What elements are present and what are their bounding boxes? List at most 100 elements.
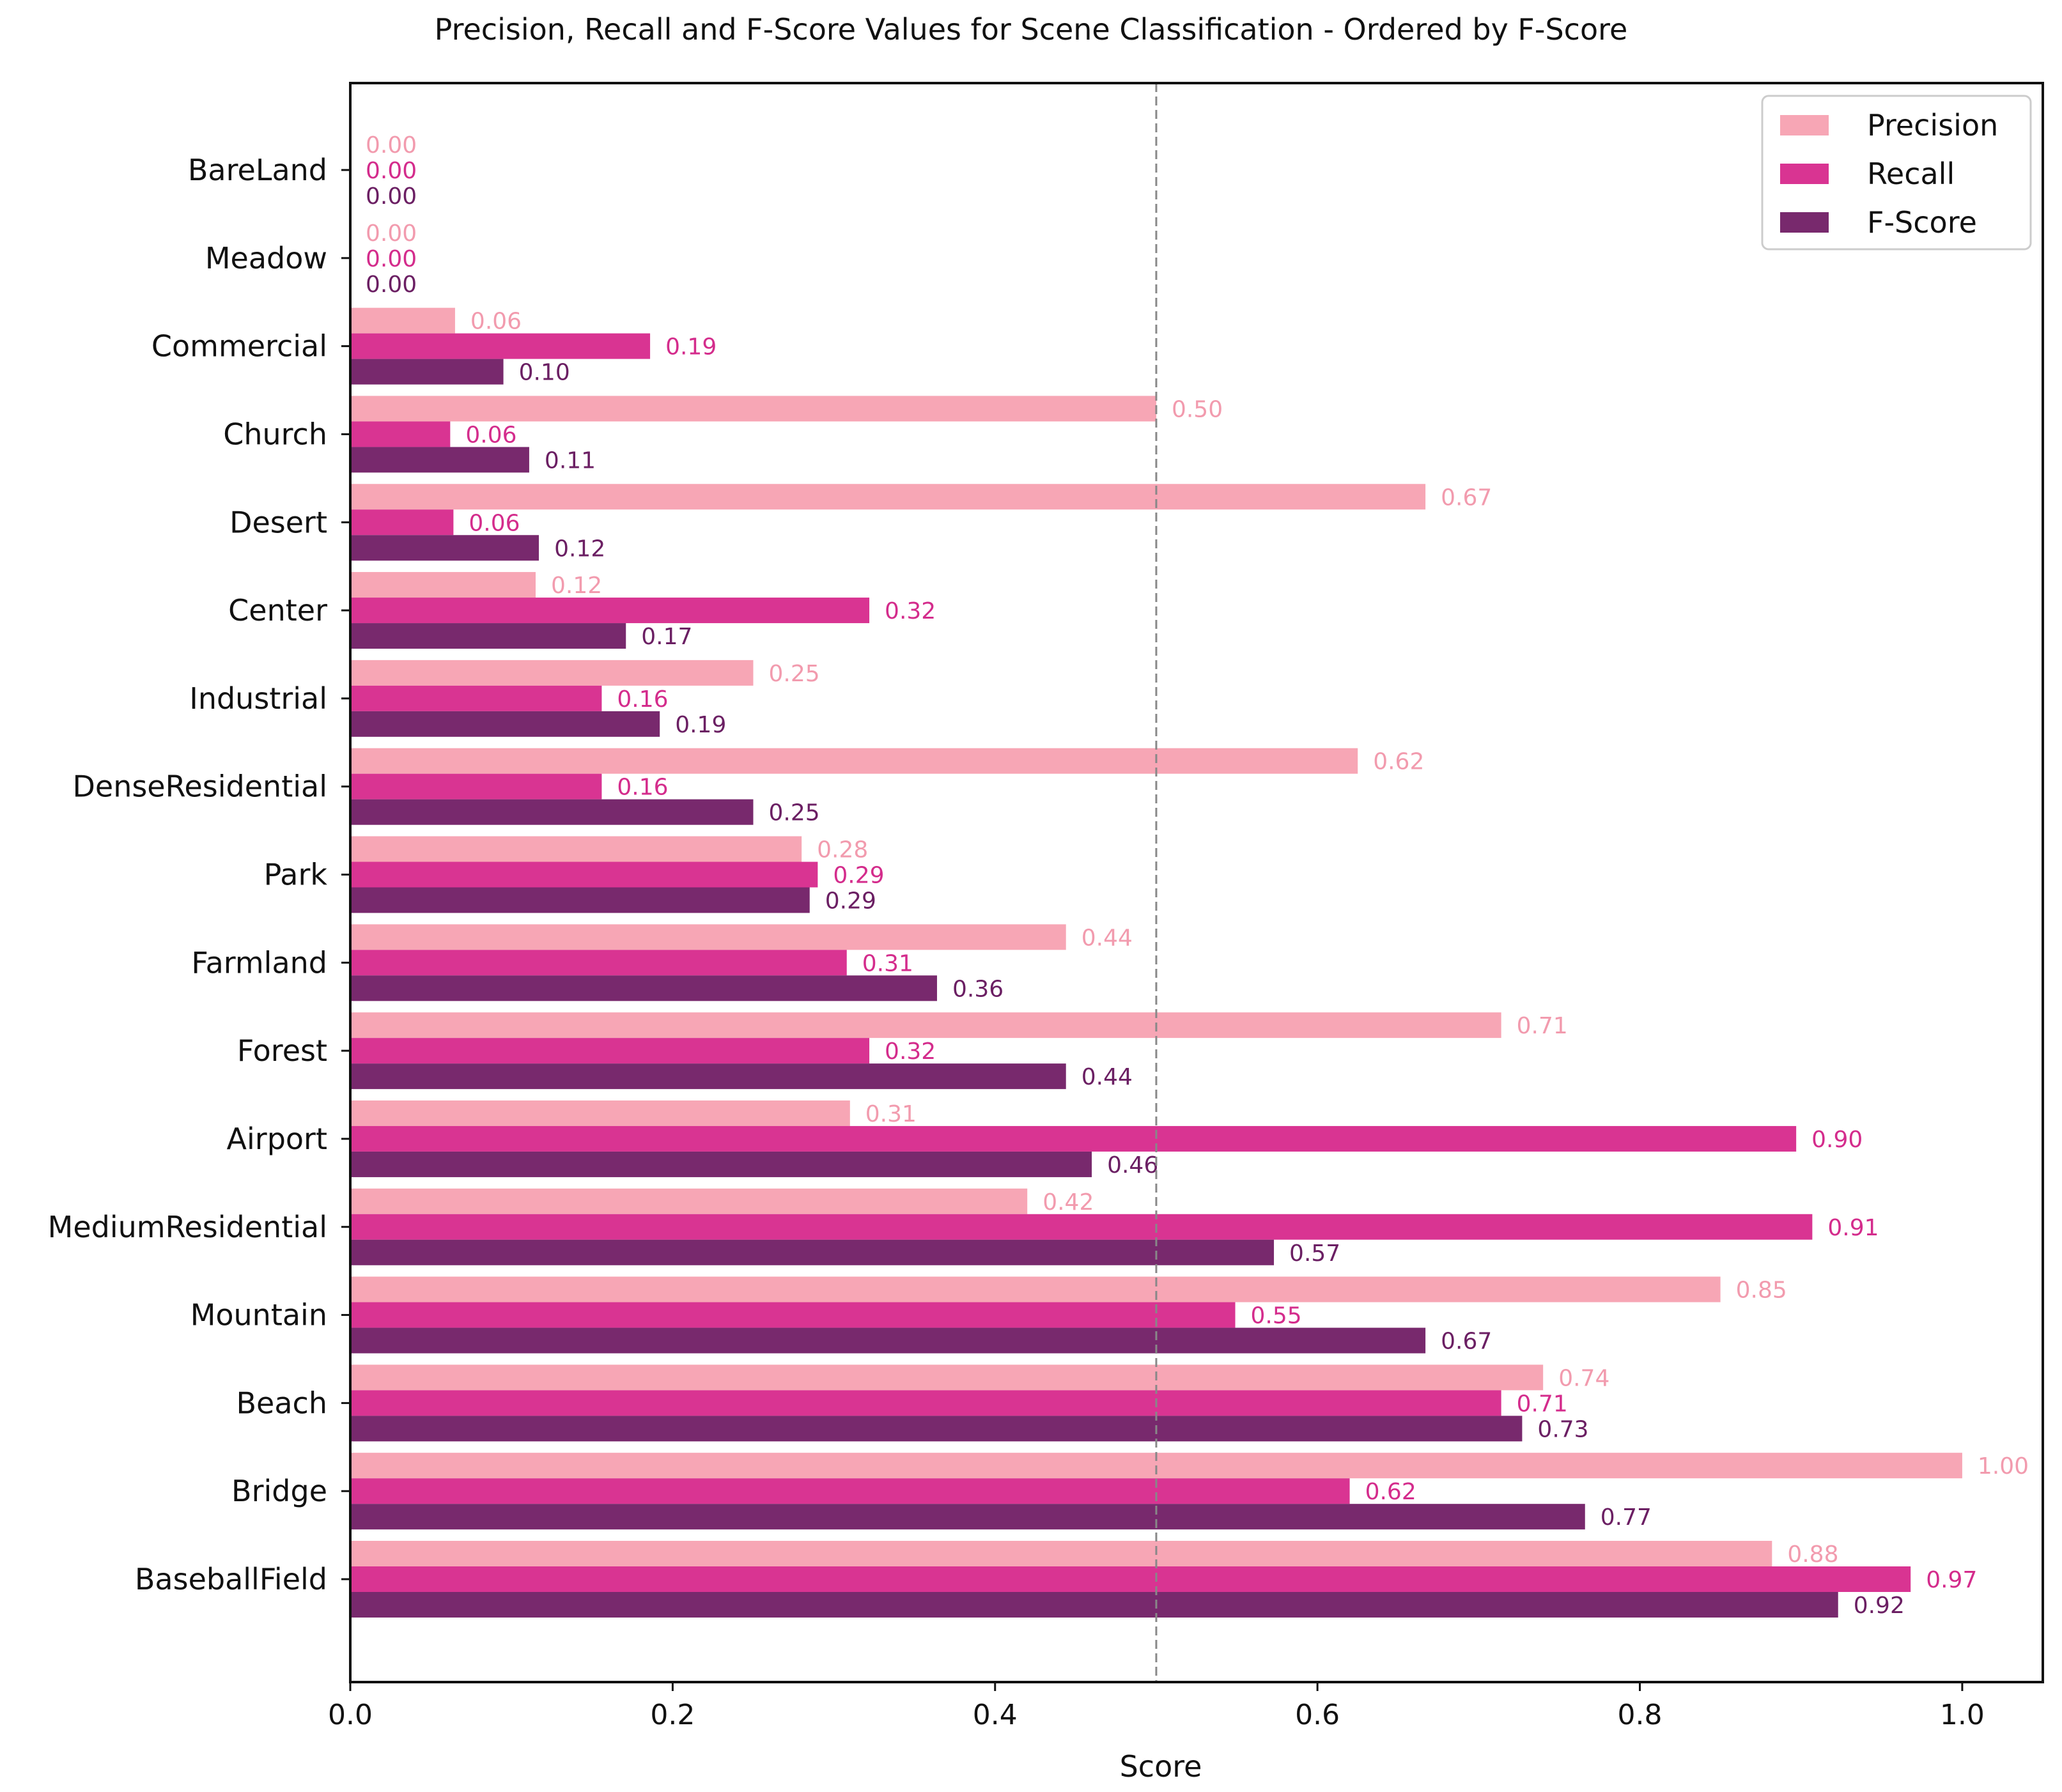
bar-precision [350,836,802,862]
bar-value-label: 0.36 [952,976,1004,1002]
bar-value-label: 0.25 [768,800,819,826]
bar-value-label: 0.00 [366,246,417,272]
legend: Precision Recall F-Score [1761,95,2032,251]
bar-value-label: 0.71 [1517,1013,1568,1039]
bar-f-score [350,1416,1523,1442]
bar-value-label: 0.06 [470,309,522,335]
bar-recall [350,421,451,447]
legend-label: Precision [1867,108,1998,143]
bar-f-score [350,711,660,737]
bar-recall [350,1478,1350,1504]
bar-f-score [350,975,937,1001]
bar-value-label: 0.50 [1172,396,1223,422]
bar-value-label: 0.42 [1043,1189,1094,1216]
bar-value-label: 0.97 [1926,1567,1977,1593]
bar-precision [350,1541,1772,1566]
bar-precision [350,924,1066,950]
bar-f-score [350,799,754,825]
y-tick-label: Church [223,417,327,451]
bar-value-label: 0.88 [1787,1541,1838,1568]
bar-value-label: 0.62 [1373,749,1424,775]
y-tick-label: Farmland [191,945,327,980]
bar-value-label: 0.77 [1601,1504,1652,1531]
bar-precision [350,396,1156,422]
bar-f-score [350,887,810,913]
y-tick-label: DenseResidential [72,769,327,804]
bar-recall [350,861,818,888]
bar-f-score [350,359,504,385]
bar-precision [350,484,1426,510]
bar-value-label: 0.06 [469,510,520,536]
bar-precision [350,1012,1501,1039]
bar-value-label: 0.31 [862,950,913,977]
bar-value-label: 0.29 [825,888,876,915]
bar-value-label: 0.55 [1251,1303,1302,1329]
bar-f-score [350,1151,1092,1177]
bar-value-label: 0.85 [1736,1278,1787,1304]
bar-precision [350,1188,1028,1214]
legend-swatch [1780,164,1829,184]
bar-recall [350,598,870,624]
bar-precision [350,572,536,598]
bar-precision [350,1100,850,1126]
bar-value-label: 0.11 [545,447,596,474]
bar-value-label: 0.10 [519,360,570,386]
bar-value-label: 0.00 [366,158,417,184]
bar-layer [350,307,1962,1618]
bar-f-score [350,1327,1426,1354]
y-tick-label: Center [228,593,327,628]
x-axis: 0.0 0.2 0.4 0.6 0.8 1.0 [328,1682,1985,1731]
bar-value-label: 0.67 [1441,1329,1492,1355]
bar-precision [350,307,455,334]
y-tick-label: Industrial [189,681,327,716]
bar-recall [350,509,454,536]
y-tick-label: Mountain [190,1298,327,1332]
bar-recall [350,950,847,976]
bar-value-label: 0.91 [1827,1215,1879,1241]
bar-value-label: 0.57 [1289,1240,1340,1267]
bar-value-label: 0.44 [1081,925,1133,951]
bar-recall [350,1390,1501,1416]
y-tick-label: BareLand [188,153,327,187]
bar-value-label: 0.17 [641,624,692,650]
bar-recall [350,1566,1911,1592]
x-tick-label: 0.4 [973,1699,1018,1731]
bar-value-label: 0.31 [865,1101,917,1127]
bar-value-label: 0.92 [1854,1593,1905,1619]
x-tick-label: 0.0 [328,1699,373,1731]
bar-value-label: 0.00 [366,183,417,210]
bar-value-label: 0.19 [665,334,717,360]
bar-precision [350,1364,1544,1391]
bar-value-label: 0.00 [366,132,417,158]
y-tick-label: Desert [229,505,327,539]
legend-label: F-Score [1867,205,1977,240]
y-tick-label: MediumResidential [48,1210,327,1244]
bar-value-label: 0.46 [1107,1152,1158,1178]
y-tick-label: Park [264,858,328,892]
legend-swatch [1780,115,1829,135]
bar-value-label: 0.67 [1441,484,1492,511]
bar-recall [350,1038,870,1064]
y-tick-label: Forest [237,1033,327,1068]
x-tick-label: 1.0 [1940,1699,1985,1731]
bar-value-label: 0.16 [617,686,668,713]
bar-f-score [350,535,539,561]
y-tick-label: Bridge [231,1474,327,1508]
y-tick-label: Meadow [205,241,327,275]
legend-box [1761,95,2032,251]
bar-recall [350,1302,1236,1328]
bar-value-label: 0.16 [617,775,668,801]
bar-value-label: 0.32 [885,598,936,624]
x-tick-label: 0.2 [650,1699,695,1731]
bar-value-label: 0.28 [817,837,868,863]
plot-frame [349,82,2044,1683]
bar-value-label: 0.90 [1811,1127,1863,1153]
y-tick-label: Commercial [151,329,327,364]
x-axis-label: Score [1120,1749,1202,1784]
bar-f-score [350,1063,1066,1090]
bar-value-label: 0.12 [551,573,602,599]
bar-precision [350,748,1358,774]
legend-swatch [1780,212,1829,233]
bar-value-label: 0.25 [768,661,819,687]
